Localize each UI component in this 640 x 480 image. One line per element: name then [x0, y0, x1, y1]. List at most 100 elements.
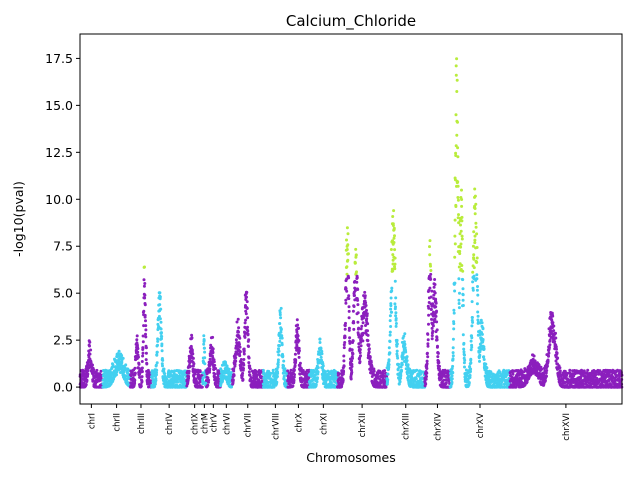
snp-point	[453, 255, 457, 259]
snp-point	[482, 347, 486, 351]
snp-point	[393, 302, 397, 306]
snp-point	[391, 269, 395, 273]
snp-point	[280, 336, 284, 340]
snp-point	[392, 236, 396, 240]
snp-point	[254, 370, 258, 374]
snp-point	[451, 371, 455, 375]
snp-point	[478, 353, 482, 357]
snp-point	[395, 342, 399, 346]
snp-point	[430, 289, 434, 293]
snp-point	[133, 381, 137, 385]
snp-point	[99, 369, 103, 373]
snp-point	[372, 369, 376, 373]
snp-point	[297, 326, 300, 330]
snp-point	[140, 379, 144, 383]
y-tick-label: 5.0	[53, 286, 73, 301]
snp-point	[469, 367, 473, 371]
snp-point	[275, 380, 279, 384]
snp-point	[426, 344, 430, 348]
snp-point	[367, 350, 371, 354]
snp-point	[137, 362, 141, 366]
snp-point	[435, 320, 439, 324]
snp-point	[456, 180, 460, 184]
snp-point	[437, 361, 441, 364]
snp-point	[295, 318, 299, 322]
snp-point	[425, 375, 428, 378]
snp-point	[558, 369, 562, 373]
snp-point	[294, 359, 298, 363]
snp-point	[459, 242, 463, 246]
snp-point	[136, 350, 140, 354]
snp-point	[361, 339, 365, 343]
snp-point	[247, 345, 250, 348]
snp-point	[459, 223, 462, 227]
snp-point	[358, 360, 362, 364]
snp-point	[352, 327, 356, 331]
snp-point	[316, 376, 319, 380]
snp-point	[472, 266, 476, 270]
snp-point	[179, 369, 183, 373]
snp-point	[473, 194, 477, 198]
snp-point	[144, 319, 147, 323]
snp-point	[540, 367, 544, 371]
snp-point	[545, 374, 548, 378]
snp-point	[471, 288, 475, 292]
snp-point	[262, 371, 266, 375]
snp-point	[452, 327, 456, 331]
snp-point	[202, 346, 206, 350]
snp-point	[141, 334, 145, 338]
snp-point	[316, 370, 320, 374]
snp-point	[480, 332, 484, 336]
snp-point	[358, 348, 362, 352]
snp-point	[400, 368, 403, 372]
snp-point	[436, 351, 440, 355]
snp-point	[213, 372, 217, 376]
snp-point	[136, 347, 140, 351]
snp-point	[351, 339, 355, 343]
data-points	[78, 57, 624, 389]
snp-point	[478, 359, 481, 363]
snp-point	[475, 232, 479, 236]
snp-point	[432, 285, 436, 289]
snp-point	[404, 350, 408, 354]
snp-point	[354, 247, 358, 251]
snp-point	[451, 337, 455, 341]
snp-point	[191, 364, 195, 368]
snp-point	[342, 364, 346, 368]
snp-point	[201, 371, 205, 375]
snp-point	[191, 352, 195, 356]
snp-point	[268, 372, 272, 376]
snp-point	[394, 314, 398, 318]
snp-point	[292, 375, 296, 379]
snp-point	[239, 358, 243, 361]
snp-point	[158, 317, 162, 321]
snp-point	[341, 378, 345, 382]
snp-point	[160, 331, 163, 335]
snp-point	[297, 339, 301, 343]
snp-point	[545, 364, 549, 368]
snp-point	[345, 238, 348, 242]
snp-point	[455, 90, 459, 93]
snp-point	[240, 374, 244, 378]
snp-point	[133, 366, 137, 370]
snp-point	[245, 295, 248, 299]
snp-point	[435, 328, 439, 332]
snp-point	[434, 301, 438, 305]
snp-point	[452, 308, 456, 312]
snp-point	[245, 290, 249, 294]
snp-point	[276, 360, 280, 364]
snp-point	[231, 378, 235, 382]
snp-point	[121, 356, 125, 360]
snp-point	[368, 355, 372, 359]
snp-point	[140, 360, 144, 363]
snp-point	[472, 253, 476, 257]
snp-point	[470, 300, 474, 304]
snp-point	[297, 346, 301, 350]
snp-point	[115, 373, 118, 377]
snp-point	[201, 376, 205, 380]
snp-point	[187, 369, 191, 373]
snp-point	[156, 337, 160, 341]
snp-point	[91, 363, 94, 367]
snp-point	[394, 311, 398, 315]
snp-point	[345, 289, 349, 293]
